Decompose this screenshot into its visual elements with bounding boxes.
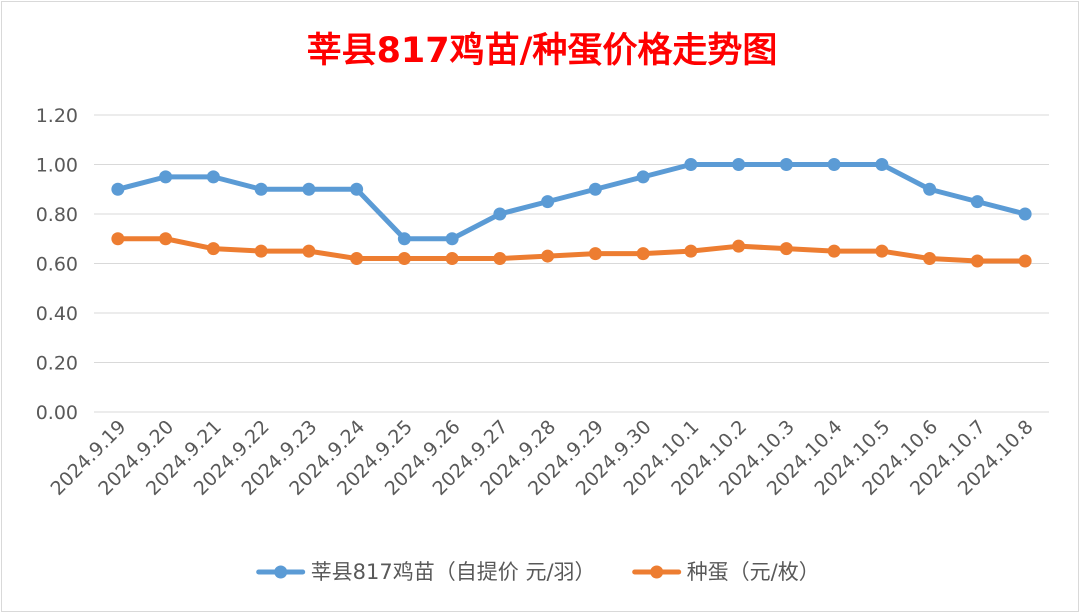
legend-swatch-marker <box>650 565 664 579</box>
series-2 <box>111 232 1032 268</box>
y-tick-label: 1.20 <box>36 105 78 127</box>
legend: 莘县817鸡苗（自提价 元/羽） 种蛋（元/枚） <box>256 560 820 584</box>
data-point <box>732 239 746 253</box>
data-point <box>875 244 889 258</box>
y-tick-label: 0.00 <box>36 402 78 424</box>
data-point <box>923 252 937 266</box>
data-point <box>302 182 316 196</box>
data-point <box>302 244 316 258</box>
y-tick-label: 0.40 <box>36 303 78 325</box>
y-tick-label: 1.00 <box>36 155 78 177</box>
y-tick-label: 0.60 <box>36 254 78 276</box>
data-point <box>636 247 650 261</box>
data-point <box>159 170 173 184</box>
y-tick-label: 0.20 <box>36 353 78 375</box>
data-point <box>779 242 793 256</box>
data-point <box>684 244 698 258</box>
y-tick-label: 0.80 <box>36 204 78 226</box>
legend-label: 种蛋（元/枚） <box>687 560 820 584</box>
data-point <box>445 252 459 266</box>
data-point <box>397 252 411 266</box>
legend-entry-1: 莘县817鸡苗（自提价 元/羽） <box>256 560 596 584</box>
data-point <box>254 182 268 196</box>
x-axis-tick-labels: 2024.9.192024.9.202024.9.212024.9.222024… <box>46 416 1037 500</box>
data-point <box>111 182 125 196</box>
legend-swatch-marker <box>274 565 288 579</box>
data-point <box>1018 254 1032 268</box>
data-point <box>684 158 698 171</box>
data-point <box>254 244 268 258</box>
data-point <box>493 207 507 221</box>
chart-title: 莘县817鸡苗/种蛋价格走势图 <box>307 31 778 71</box>
data-point <box>923 182 937 196</box>
series-layer <box>111 158 1032 268</box>
data-point <box>159 232 173 246</box>
data-point <box>970 195 984 209</box>
data-point <box>970 254 984 268</box>
legend-label: 莘县817鸡苗（自提价 元/羽） <box>311 560 596 584</box>
data-point <box>732 158 746 171</box>
data-point <box>206 242 220 256</box>
data-point <box>588 247 602 261</box>
legend-entry-2: 种蛋（元/枚） <box>632 560 820 584</box>
data-point <box>493 252 507 266</box>
data-point <box>875 158 889 171</box>
data-point <box>206 170 220 184</box>
series-line <box>115 162 1028 242</box>
data-point <box>827 244 841 258</box>
data-point <box>541 195 555 209</box>
data-point <box>350 182 364 196</box>
data-point <box>350 252 364 266</box>
data-point <box>588 182 602 196</box>
series-line <box>115 236 1028 264</box>
data-point <box>1018 207 1032 221</box>
series-1 <box>111 158 1032 246</box>
data-point <box>111 232 125 246</box>
data-point <box>827 158 841 171</box>
gridlines <box>94 114 1049 413</box>
y-axis-tick-labels: 0.00 0.20 0.40 0.60 0.80 1.00 1.20 <box>36 105 78 424</box>
data-point <box>445 232 459 246</box>
data-point <box>636 170 650 184</box>
data-point <box>541 249 555 263</box>
data-point <box>779 158 793 171</box>
data-point <box>397 232 411 246</box>
